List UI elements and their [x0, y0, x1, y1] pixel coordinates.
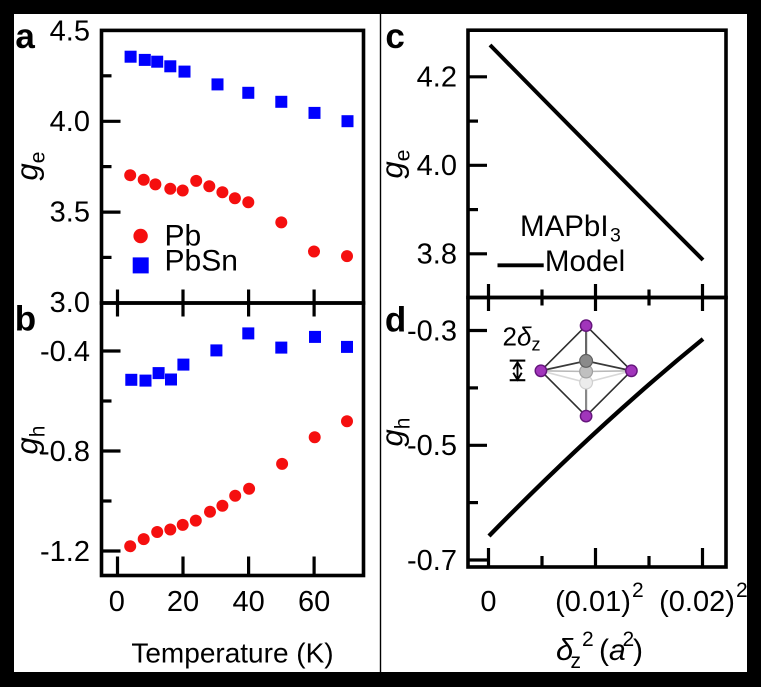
- svg-text:gh: gh: [375, 418, 415, 447]
- svg-text:gh: gh: [10, 426, 50, 455]
- svg-text:2: 2: [736, 579, 748, 602]
- svg-text:40: 40: [232, 586, 264, 618]
- svg-text:0: 0: [109, 586, 125, 618]
- svg-text:PbSn: PbSn: [165, 245, 238, 278]
- svg-text:-0.8: -0.8: [40, 436, 90, 468]
- svg-text:3.5: 3.5: [50, 196, 90, 228]
- svg-text:ge: ge: [10, 152, 50, 181]
- svg-text:4.2: 4.2: [417, 62, 457, 94]
- svg-text:Temperature (K): Temperature (K): [131, 638, 333, 669]
- svg-text:z: z: [571, 650, 582, 673]
- svg-text:): ): [633, 634, 643, 667]
- svg-text:3.8: 3.8: [417, 239, 457, 271]
- svg-text:δ: δ: [517, 322, 532, 352]
- svg-text:-0.3: -0.3: [407, 315, 457, 347]
- svg-text:Model: Model: [545, 245, 625, 278]
- svg-text:2: 2: [623, 628, 635, 651]
- svg-text:-1.2: -1.2: [40, 536, 90, 568]
- svg-text:Pb: Pb: [165, 220, 202, 253]
- svg-text:3.0: 3.0: [50, 287, 90, 319]
- svg-text:4.0: 4.0: [417, 150, 457, 182]
- svg-text:a: a: [15, 17, 35, 56]
- svg-text:MAPbI: MAPbI: [520, 210, 609, 243]
- svg-text:60: 60: [298, 586, 330, 618]
- svg-text:2: 2: [503, 322, 517, 352]
- svg-text:2: 2: [632, 579, 644, 602]
- svg-text:b: b: [15, 300, 36, 339]
- svg-text:0: 0: [480, 586, 496, 618]
- svg-text:δ: δ: [556, 632, 574, 667]
- svg-text:3: 3: [610, 225, 621, 247]
- svg-text:-0.7: -0.7: [407, 545, 457, 577]
- svg-text:z: z: [532, 335, 541, 355]
- svg-text:(0.02): (0.02): [659, 586, 735, 618]
- svg-text:ge: ge: [375, 150, 415, 179]
- svg-text:4.0: 4.0: [50, 106, 90, 138]
- svg-text:-0.5: -0.5: [407, 430, 457, 462]
- svg-text:2: 2: [582, 628, 594, 651]
- svg-text:20: 20: [167, 586, 199, 618]
- svg-text:d: d: [385, 300, 406, 339]
- svg-text:(: (: [599, 634, 609, 667]
- svg-text:4.5: 4.5: [50, 16, 90, 48]
- svg-text:a: a: [609, 634, 626, 667]
- svg-text:c: c: [385, 17, 404, 56]
- svg-text:-0.4: -0.4: [40, 336, 90, 368]
- svg-text:(0.01): (0.01): [555, 586, 631, 618]
